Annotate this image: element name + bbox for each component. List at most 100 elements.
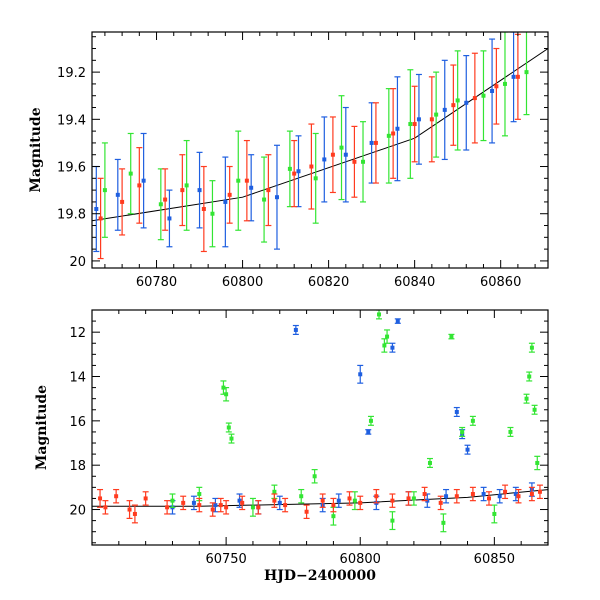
data-point — [343, 152, 348, 157]
data-point — [262, 197, 267, 202]
data-point — [377, 312, 382, 317]
data-point — [429, 117, 434, 122]
data-point — [304, 509, 309, 514]
data-point — [312, 474, 317, 479]
data-point — [163, 197, 168, 202]
data-point — [210, 211, 215, 216]
x-tick-label: 60780 — [136, 275, 177, 290]
data-point — [434, 112, 439, 117]
data-point — [416, 117, 421, 122]
data-point — [529, 345, 534, 350]
data-point — [339, 145, 344, 150]
y-tick-label: 16 — [69, 415, 86, 430]
data-point — [191, 500, 196, 505]
x-tick-label: 60860 — [480, 275, 521, 290]
data-point — [236, 178, 241, 183]
data-point — [386, 133, 391, 138]
data-point — [494, 84, 499, 89]
data-point — [287, 166, 292, 171]
data-point — [515, 74, 520, 79]
data-point — [240, 500, 245, 505]
data-point — [283, 503, 288, 508]
data-point — [361, 159, 366, 164]
x-tick-label: 60820 — [308, 275, 349, 290]
data-point — [224, 505, 229, 510]
data-point — [524, 396, 529, 401]
data-point — [347, 496, 352, 501]
y-tick-label: 20 — [69, 255, 86, 270]
data-point — [481, 492, 486, 497]
data-point — [201, 207, 206, 211]
x-tick-label: 60840 — [394, 275, 435, 290]
top-panel: 60780 60800 60820 60840 60860 19.2 19.4 19.6 19.… — [28, 31, 549, 290]
y-tick-label: 19.2 — [57, 66, 86, 81]
data-point — [390, 345, 395, 350]
data-point — [454, 494, 459, 499]
data-point — [390, 518, 395, 523]
y-axis-title: Magnitude — [34, 385, 50, 470]
plot-area — [92, 32, 548, 260]
data-point — [438, 500, 443, 505]
data-point — [309, 164, 314, 169]
data-point — [385, 334, 390, 339]
data-point — [406, 496, 411, 501]
y-tick-label: 19.4 — [57, 113, 86, 128]
data-point — [224, 392, 229, 397]
data-point — [451, 103, 456, 108]
x-tick-label: 60750 — [205, 552, 246, 567]
data-point — [373, 140, 378, 145]
series-0 — [169, 318, 535, 515]
data-point — [320, 498, 325, 503]
data-point — [535, 460, 540, 465]
data-point — [455, 98, 460, 103]
x-tick-label: 60800 — [222, 275, 263, 290]
data-point — [227, 192, 232, 197]
data-point — [137, 183, 142, 188]
data-point — [395, 319, 400, 324]
data-point — [490, 89, 495, 93]
data-point — [330, 152, 335, 157]
data-point — [165, 505, 170, 510]
data-point — [120, 199, 125, 204]
data-point — [181, 500, 186, 505]
data-point — [141, 178, 146, 183]
data-point — [408, 122, 413, 127]
data-point — [369, 140, 374, 145]
data-point — [527, 374, 532, 379]
data-point — [444, 494, 449, 499]
data-point — [103, 505, 108, 510]
series-1 — [169, 310, 541, 533]
data-point — [249, 185, 254, 190]
data-point — [472, 96, 477, 101]
data-point — [427, 460, 432, 465]
data-point — [98, 496, 103, 501]
data-point — [502, 81, 507, 86]
data-point — [210, 507, 215, 512]
data-point — [532, 407, 537, 412]
data-point — [266, 188, 271, 193]
data-point — [464, 100, 469, 105]
data-point — [218, 503, 223, 508]
data-point — [492, 511, 497, 516]
data-point — [184, 183, 189, 188]
data-point — [115, 192, 120, 197]
data-point — [358, 372, 363, 377]
y-tick-label: 20 — [69, 504, 86, 519]
data-point — [180, 188, 185, 193]
data-point — [470, 492, 475, 497]
data-point — [127, 507, 132, 512]
data-point — [170, 498, 175, 503]
data-point — [454, 409, 459, 414]
data-point — [481, 93, 486, 98]
data-point — [368, 418, 373, 423]
data-point — [299, 494, 304, 499]
data-point — [237, 498, 242, 503]
data-point — [352, 498, 357, 503]
data-point — [331, 514, 336, 519]
data-point — [274, 195, 279, 200]
data-point — [132, 511, 137, 516]
y-tick-label: 19.8 — [57, 208, 86, 223]
data-point — [511, 74, 516, 79]
y-tick-label: 18 — [69, 459, 86, 474]
